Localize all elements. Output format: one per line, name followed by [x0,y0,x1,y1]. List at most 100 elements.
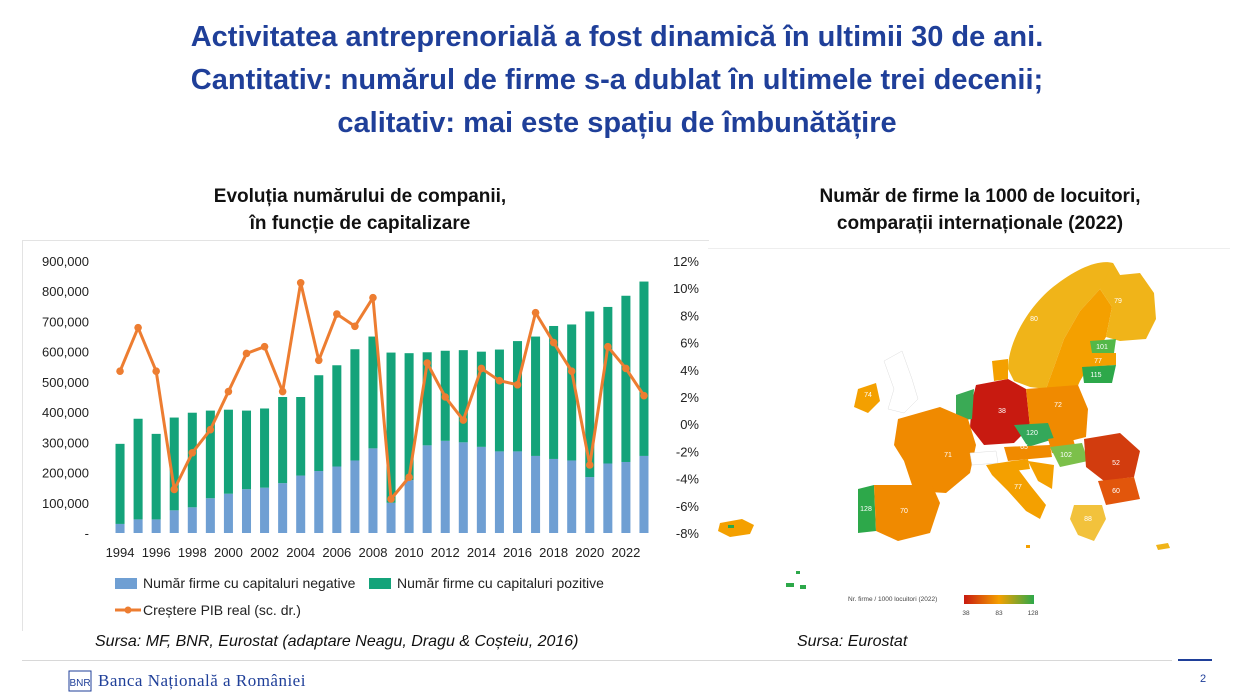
bar-positive [404,353,414,481]
bar-negative [621,461,631,533]
y-right-tick-label: -2% [676,444,700,459]
y-right-tick-label: -4% [676,472,700,487]
map-benelux [956,389,974,421]
gdp-point [459,416,468,424]
y-right-tick-label: 0% [680,417,699,432]
map-france [894,407,976,493]
map-label-estonia: 101 [1096,344,1108,351]
map-legend-tick-1: 38 [962,610,970,617]
map-label-bulgaria: 60 [1112,488,1120,495]
bar-negative [368,448,378,533]
right-source-note: Sursa: Eurostat [797,633,908,650]
y-right-tick-label: 12% [673,254,699,269]
map-bulgaria [1098,477,1140,505]
x-axis: 1994 1996 1998 2000 2002 2004 2006 2008 2010 2012… [106,545,641,560]
map-label-germany: 38 [998,408,1006,415]
slide-headline: Activitatea antreprenorială a fost dinam… [0,16,1234,145]
x-tick-label: 2016 [503,545,532,560]
gdp-point [604,342,612,351]
map-switzerland [969,450,999,466]
bar-negative [639,455,649,533]
y-left-tick-label: 300,000 [42,435,89,450]
bar-positive [187,412,197,508]
map-legend-bar [964,595,1034,604]
map-cyprus [1156,543,1170,550]
bar-positive [368,336,378,449]
gdp-point [224,387,233,396]
map-legend-tick-2: 83 [995,610,1003,617]
map-label-poland: 72 [1054,402,1062,409]
x-tick-label: 1996 [142,545,171,560]
headline-line-2: Cantitativ: numărul de firme s-a dublat … [190,64,1044,96]
map-label-romania: 52 [1112,460,1120,467]
map-greece [1070,505,1106,541]
map-label-portugal: 128 [860,506,872,513]
map-hungary [1050,443,1088,467]
map-lithuania [1082,365,1116,383]
bar-positive [133,418,143,520]
map-norway [1008,262,1120,389]
bar-negative [585,477,595,533]
map-portugal [858,485,876,533]
bar-positive [476,351,486,447]
map-label-ireland: 74 [864,392,872,399]
y-left-tick-label: 400,000 [42,405,89,420]
x-tick-label: 2012 [431,545,460,560]
chart-legend: Număr firme cu capitaluri negative Număr… [115,575,604,618]
gdp-point [405,473,413,482]
x-tick-label: 2002 [250,545,279,560]
gdp-line-group [116,278,648,503]
bar-positive [494,349,504,452]
y-left-tick-label: 100,000 [42,496,89,511]
bar-negative [476,446,486,533]
bar-positive [260,408,270,488]
left-chart-title: Evoluția numărului de companii, în funcț… [160,183,560,237]
bar-negative [494,451,504,533]
bar-positive [241,410,252,490]
y-right-tick-label: 10% [673,281,699,296]
bar-negative [531,455,541,533]
map-label-hungary: 102 [1060,452,1072,459]
y-left-tick-label: 900,000 [42,254,89,269]
map-label-sweden: 80 [1030,316,1038,323]
y-right-tick-label: -6% [676,499,700,514]
bar-positive [639,281,649,456]
map-legend-title: Nr. firme / 1000 locuitori (2022) [848,596,937,603]
bar-positive [169,417,179,511]
bar-negative [404,480,414,533]
gdp-point [423,359,431,367]
bar-negative [205,498,215,533]
bar-positive [314,375,324,472]
company-chart-panel: - 100,000 200,000 300,000 400,000 500,000 600,… [22,240,709,631]
gdp-point [188,448,197,457]
legend-label-negative: Număr firme cu capitaluri negative [143,575,356,591]
x-tick-label: 2006 [322,545,351,560]
map-austria [1004,445,1052,461]
bar-positive [296,397,306,476]
gdp-point [351,322,359,331]
map-romania [1084,433,1140,481]
map-label-lithuania: 115 [1090,372,1101,379]
y-left-tick-label: 700,000 [42,314,89,329]
map-sweden [1046,289,1112,405]
bar-positive [621,295,631,462]
map-malta [1026,545,1030,548]
bar-negative [278,483,288,533]
map-label-czechia: 120 [1026,430,1038,437]
legend-swatch-positive [369,578,391,589]
legend-label-positive: Număr firme cu capitaluri pozitive [397,575,604,591]
gdp-point [585,461,594,469]
y-right-tick-label: -8% [676,526,700,541]
bar-negative [169,510,179,533]
map-madeira [796,571,800,574]
bar-negative [296,475,306,533]
page-number: 2 [1200,673,1207,685]
x-tick-label: 2020 [575,545,604,560]
y-right-tick-label: 2% [680,390,699,405]
bnr-monogram-icon: BNR [68,670,92,692]
y-left-tick-label: 500,000 [42,375,89,390]
bar-negative [260,487,270,533]
bar-positive [151,433,161,520]
bar-negative [133,519,143,533]
bar-positive [549,325,559,459]
